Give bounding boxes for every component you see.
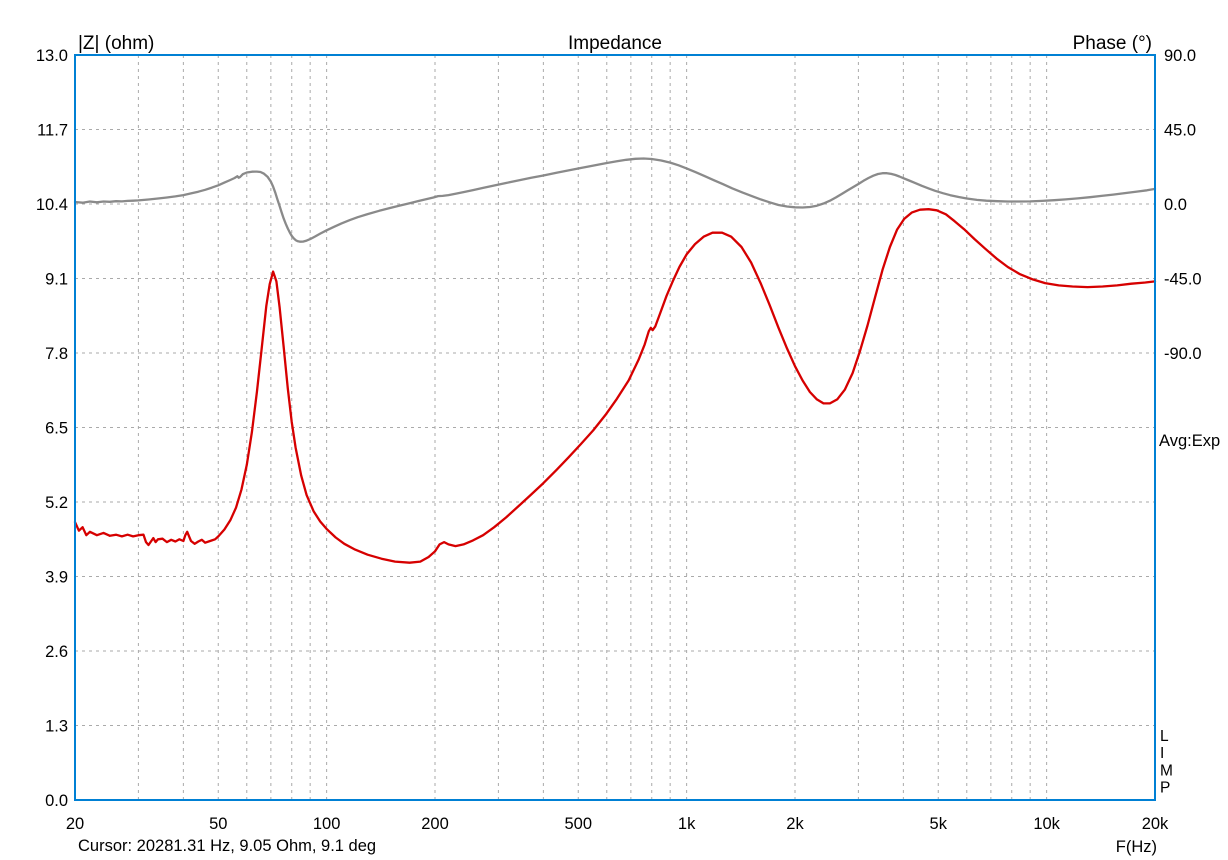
axis-tick-labels: 13.0 11.7 10.4 9.1 7.8 6.5 5.2 3.9 2.6 1.3 0.0 90.0…: [36, 47, 1202, 833]
left-tick-label: 10.4: [36, 196, 68, 214]
x-tick-label: 100: [313, 815, 341, 833]
right-tick-label: 45.0: [1164, 122, 1196, 140]
left-tick-label: 7.8: [45, 345, 68, 363]
left-tick-label: 11.7: [37, 122, 68, 140]
left-tick-label: 9.1: [45, 271, 68, 289]
left-tick-label: 2.6: [45, 643, 68, 661]
left-tick-label: 13.0: [36, 47, 68, 65]
plot-frame: [74, 54, 1156, 801]
grid-lines: [75, 55, 1155, 800]
right-tick-label: -90.0: [1164, 345, 1202, 363]
averaging-mode-label: Avg:Exp: [1159, 432, 1220, 450]
app-badge-letter: M: [1160, 762, 1173, 779]
left-tick-label: 5.2: [45, 494, 68, 512]
cursor-readout: Cursor: 20281.31 Hz, 9.05 Ohm, 9.1 deg: [78, 837, 376, 855]
right-tick-label: 90.0: [1164, 47, 1196, 65]
left-axis-title: |Z| (ohm): [78, 33, 154, 54]
right-axis-title: Phase (°): [1073, 33, 1152, 54]
left-tick-label: 0.0: [45, 792, 68, 810]
x-tick-label: 500: [564, 815, 592, 833]
app-badge-letter: P: [1160, 780, 1170, 797]
x-tick-label: 20: [66, 815, 84, 833]
chart-title: Impedance: [568, 33, 662, 54]
x-tick-label: 10k: [1033, 815, 1060, 833]
x-tick-label: 5k: [930, 815, 948, 833]
left-tick-label: 1.3: [45, 718, 68, 736]
x-tick-label: 2k: [786, 815, 804, 833]
x-tick-label: 1k: [678, 815, 696, 833]
x-axis-title: F(Hz): [1116, 838, 1157, 856]
x-tick-label: 20k: [1142, 815, 1169, 833]
right-tick-label: 0.0: [1164, 196, 1187, 214]
app-badge-letter: I: [1160, 745, 1164, 762]
measurement-curves: [73, 157, 1157, 564]
left-tick-label: 3.9: [45, 569, 68, 587]
x-tick-label: 50: [209, 815, 227, 833]
x-tick-label: 200: [421, 815, 449, 833]
app-badge-letter: L: [1160, 728, 1169, 745]
right-tick-label: -45.0: [1164, 271, 1202, 289]
left-tick-label: 6.5: [45, 420, 68, 438]
